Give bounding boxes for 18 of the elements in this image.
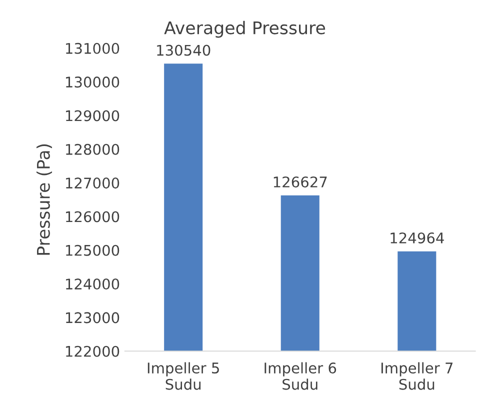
- y-tick-label: 127000: [66, 178, 120, 189]
- y-tick-label: 129000: [66, 110, 120, 122]
- chart-title: Averaged Pressure: [164, 20, 326, 38]
- x-tick-label: Impeller 5 Sudu: [148, 362, 219, 390]
- y-tick-label: 124000: [66, 278, 120, 290]
- y-tick-label: 123000: [66, 312, 120, 324]
- data-label: 126627: [274, 176, 327, 188]
- y-tick-label: 131000: [66, 42, 120, 54]
- y-tick-label: 126000: [66, 211, 120, 222]
- y-tick-label: 122000: [66, 346, 120, 357]
- y-tick-label: 125000: [66, 244, 120, 256]
- y-axis-title: Pressure (Pa): [36, 144, 52, 255]
- y-tick-label: 130000: [66, 76, 120, 88]
- y-tick-label: 128000: [66, 144, 120, 155]
- data-label: 130540: [157, 44, 210, 56]
- x-tick-label: Impeller 7 Sudu: [381, 362, 453, 390]
- x-tick-label: Impeller 6 Sudu: [264, 362, 336, 390]
- data-label: 124964: [390, 232, 444, 244]
